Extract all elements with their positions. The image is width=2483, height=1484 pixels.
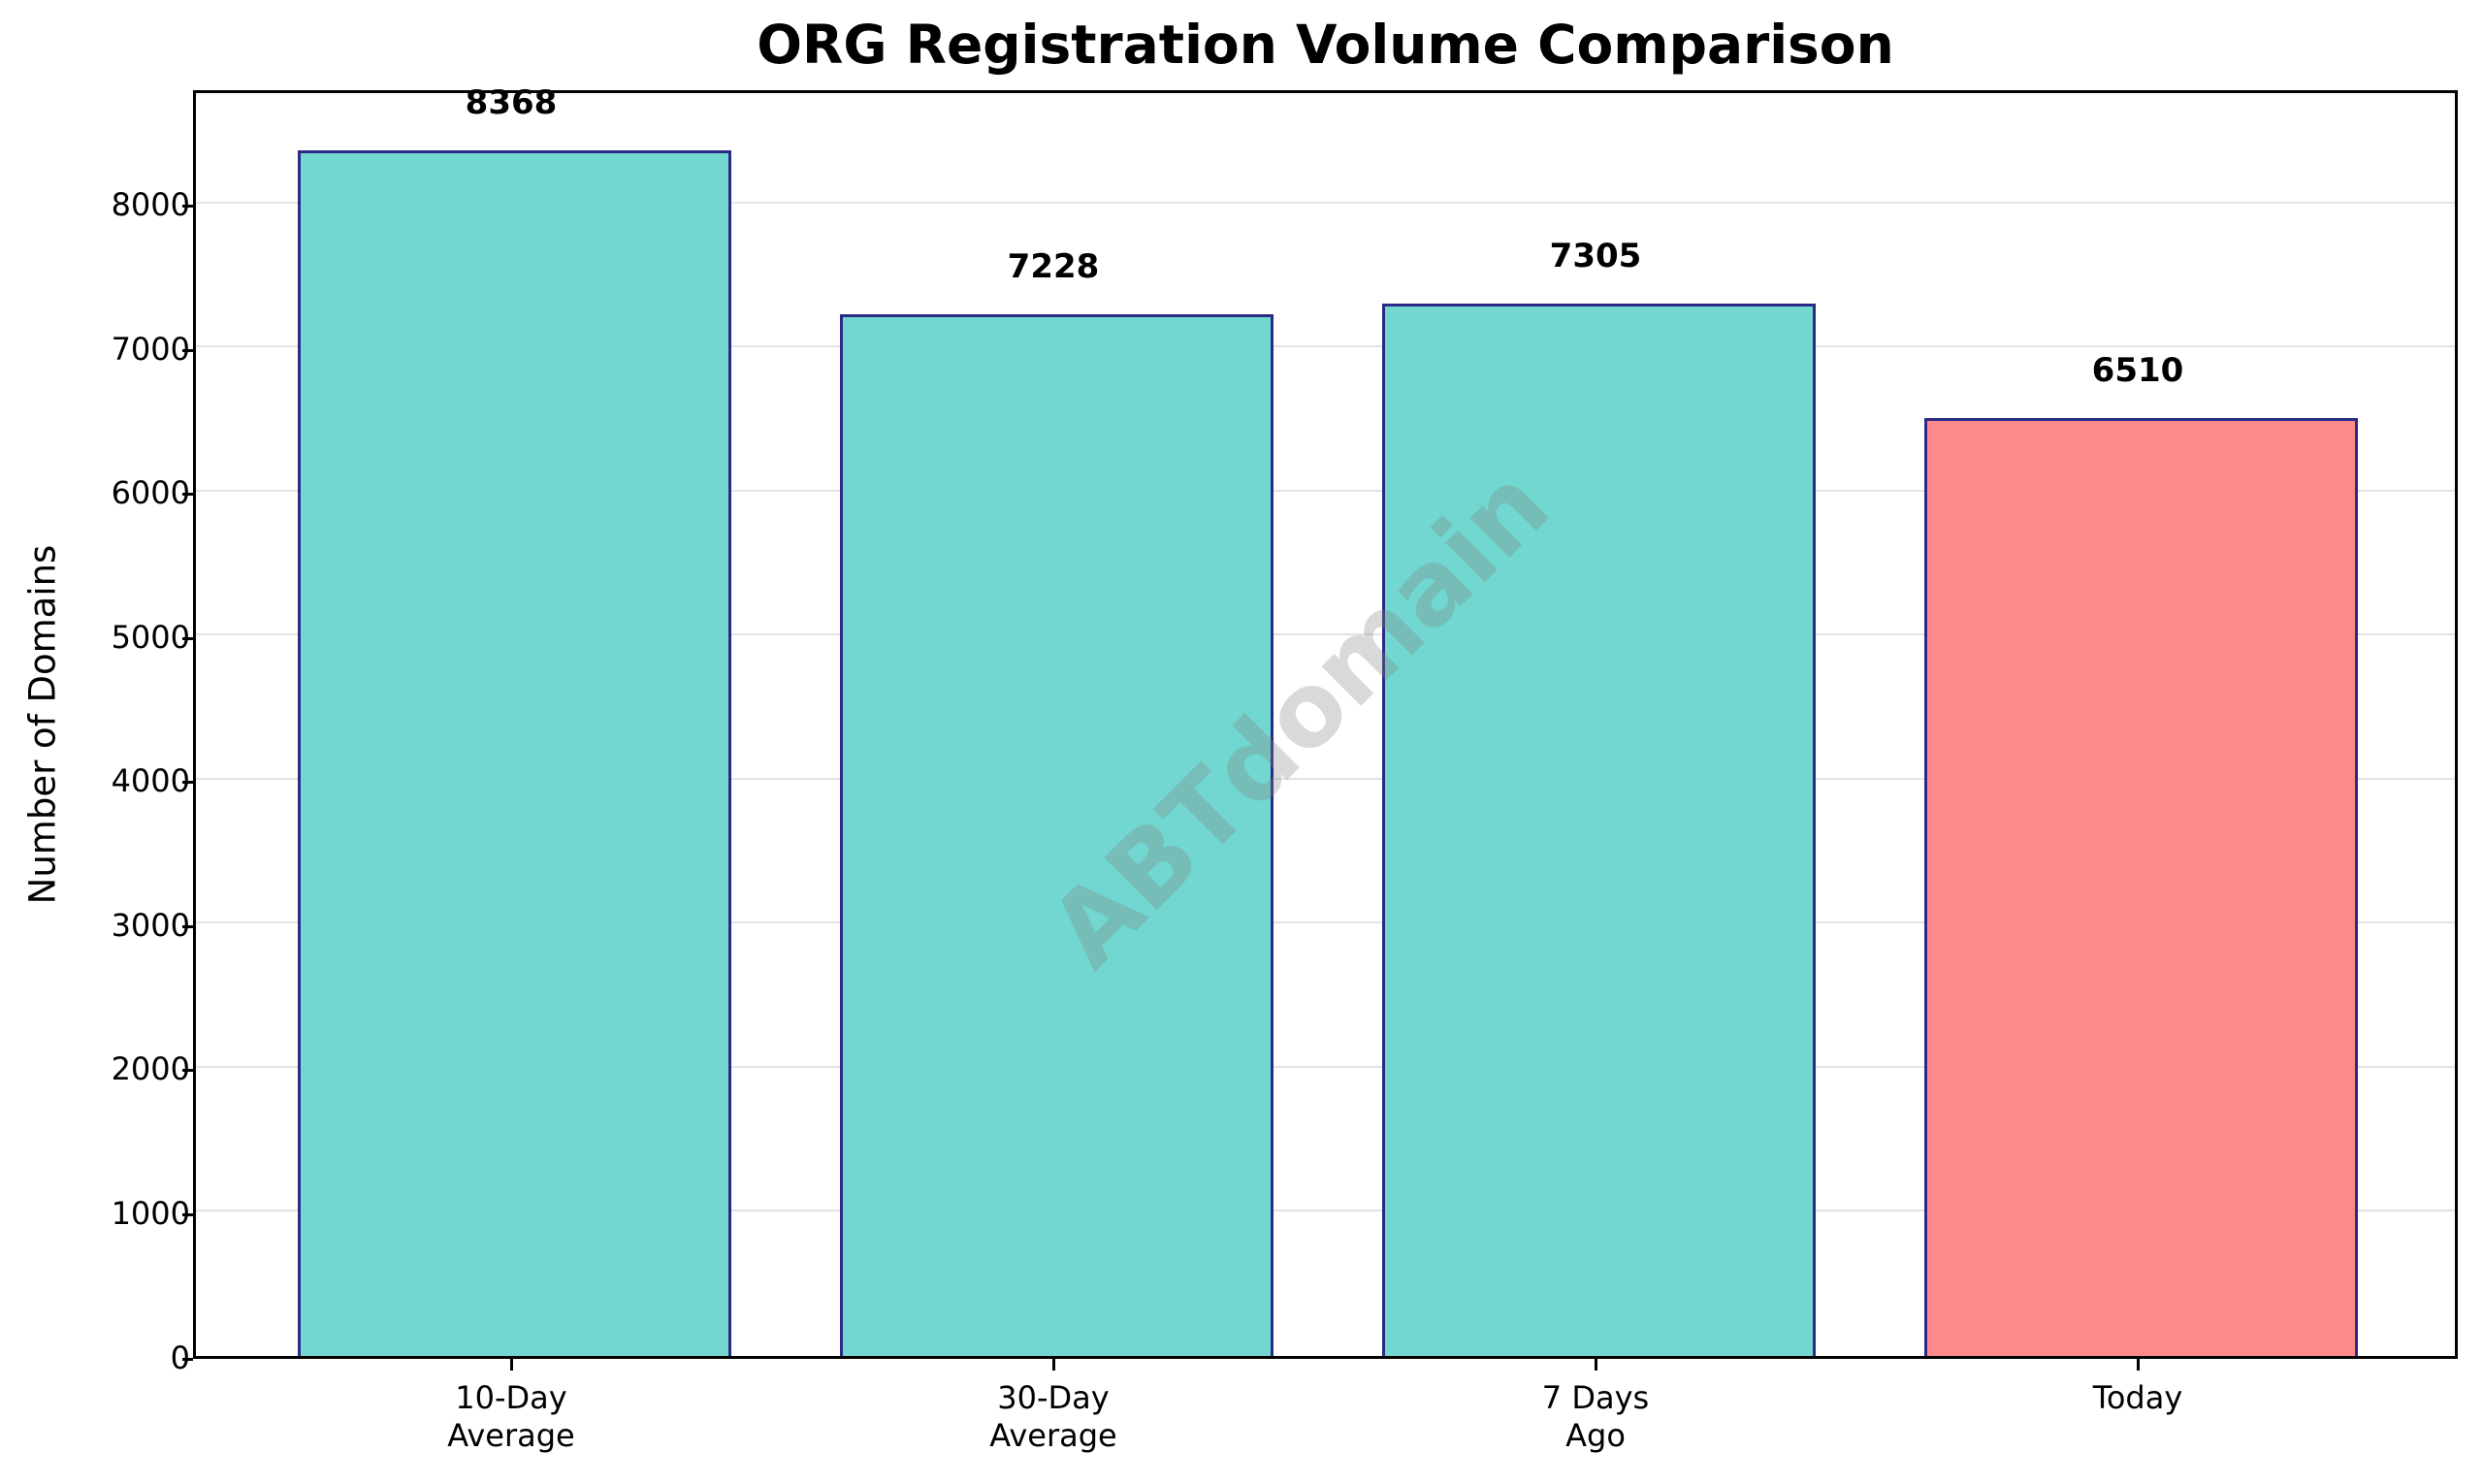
bar-value-label: 8368	[465, 83, 558, 123]
y-tick-mark	[182, 1212, 193, 1216]
x-tick-mark	[509, 1359, 513, 1371]
x-tick-label-line: Today	[2092, 1379, 2183, 1416]
y-tick-label: 0	[170, 1339, 190, 1376]
bar	[839, 314, 1274, 1356]
y-tick-mark	[182, 924, 193, 928]
y-tick-label: 5000	[111, 618, 190, 656]
x-tick-mark	[1051, 1359, 1055, 1371]
bar-value-label: 7305	[1549, 236, 1642, 275]
y-axis-label: Number of Domains	[21, 544, 64, 905]
gridline	[196, 345, 2455, 348]
x-tick-label: Today	[1944, 1379, 2332, 1417]
y-tick-label: 2000	[111, 1050, 190, 1088]
bar-value-label: 6510	[2091, 351, 2184, 391]
bar	[297, 150, 731, 1356]
y-tick-mark	[182, 1069, 193, 1073]
bar	[1381, 303, 1816, 1356]
x-tick-label-line: Average	[989, 1417, 1117, 1454]
x-tick-label: 10-Day Average	[317, 1379, 705, 1455]
x-tick-label-line: 10-Day	[455, 1379, 567, 1416]
y-tick-mark	[182, 781, 193, 785]
y-tick-mark	[182, 493, 193, 497]
y-tick-mark	[182, 1357, 193, 1361]
x-tick-label: 7 Days Ago	[1402, 1379, 1790, 1455]
bar	[1923, 418, 2358, 1356]
y-tick-label: 3000	[111, 906, 190, 944]
gridline	[196, 1065, 2455, 1068]
y-tick-mark	[182, 348, 193, 352]
x-tick-mark	[2136, 1359, 2140, 1371]
gridline	[196, 921, 2455, 924]
y-tick-label: 6000	[111, 474, 190, 512]
plot-area	[193, 90, 2458, 1359]
x-tick-mark	[1594, 1359, 1597, 1371]
y-tick-label: 7000	[111, 330, 190, 368]
x-tick-label-line: 30-Day	[997, 1379, 1110, 1416]
x-tick-label-line: 7 Days	[1541, 1379, 1650, 1416]
y-tick-mark	[182, 205, 193, 209]
y-tick-mark	[182, 636, 193, 640]
y-tick-label: 4000	[111, 762, 190, 800]
gridline	[196, 1210, 2455, 1212]
y-tick-label: 8000	[111, 186, 190, 224]
chart-title: ORG Registration Volume Comparison	[757, 14, 1894, 76]
bar-value-label: 7228	[1007, 247, 1100, 287]
gridline	[196, 777, 2455, 780]
y-tick-label: 1000	[111, 1194, 190, 1232]
gridline	[196, 201, 2455, 204]
gridline	[196, 633, 2455, 636]
x-tick-label-line: Average	[447, 1417, 575, 1454]
x-tick-label: 30-Day Average	[859, 1379, 1247, 1455]
x-tick-label-line: Ago	[1565, 1417, 1626, 1454]
gridline	[196, 489, 2455, 492]
